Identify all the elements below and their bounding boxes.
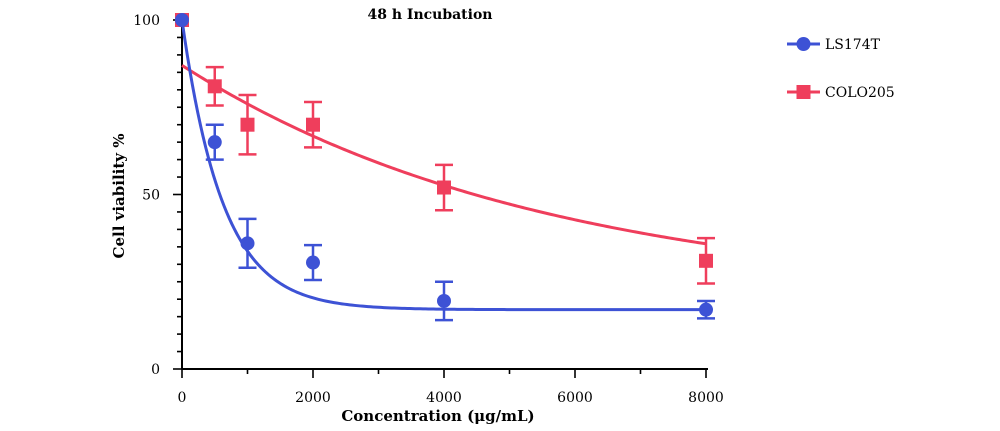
data-point <box>437 293 451 308</box>
y-tick-label: 100 <box>133 13 160 29</box>
data-point <box>175 13 189 27</box>
legend: LS174T COLO205 <box>787 37 895 101</box>
x-tick-label: 6000 <box>557 390 593 406</box>
legend-marker <box>796 37 811 51</box>
data-point <box>306 255 320 270</box>
series-ls174t <box>175 13 715 322</box>
data-point <box>437 180 451 195</box>
data-point <box>240 236 255 251</box>
legend-label: COLO205 <box>825 85 895 101</box>
x-tick-label: 8000 <box>688 390 724 406</box>
plot-area <box>175 13 715 322</box>
chart-title: 48 h Incubation <box>367 7 492 23</box>
data-point <box>207 79 222 94</box>
y-axis: 0 50 100 <box>133 13 183 378</box>
data-point <box>240 117 255 132</box>
y-tick-label: 0 <box>151 362 160 378</box>
x-tick-label: 2000 <box>295 390 331 406</box>
y-tick-label: 50 <box>142 188 160 204</box>
series-colo205 <box>175 13 715 285</box>
x-tick-label: 0 <box>178 390 187 406</box>
data-point <box>699 302 713 317</box>
legend-marker <box>796 85 811 99</box>
data-point <box>699 253 713 268</box>
x-axis: 0 2000 4000 6000 8000 <box>178 368 724 406</box>
data-point <box>207 135 222 150</box>
data-point <box>306 117 320 132</box>
x-tick-label: 4000 <box>426 390 462 406</box>
y-axis-label: Cell viability % <box>110 134 128 259</box>
x-axis-label: Concentration (μg/mL) <box>341 407 534 425</box>
legend-label: LS174T <box>825 37 881 53</box>
fit-curve <box>181 64 707 246</box>
